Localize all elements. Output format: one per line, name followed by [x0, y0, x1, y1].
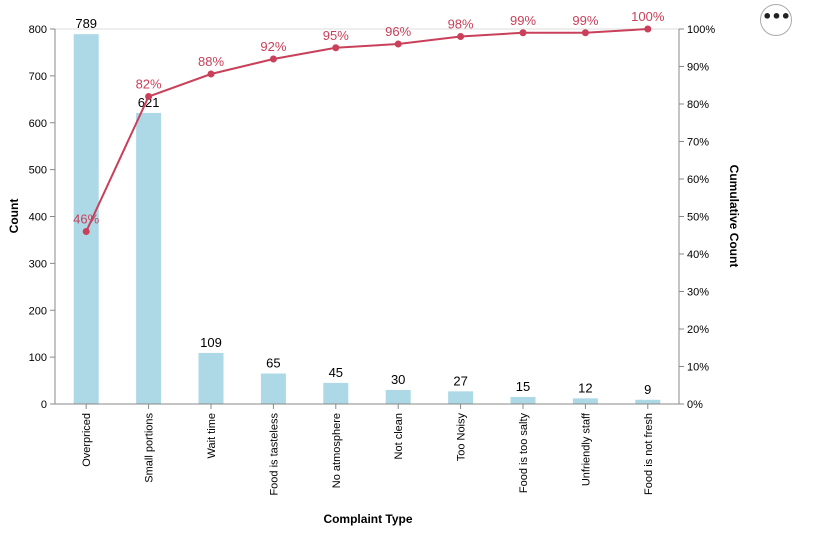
- x-tick-label-2: Wait time: [206, 413, 218, 458]
- y-tick-label-0: 0: [41, 399, 47, 411]
- x-tick-label-7: Food is too salty: [518, 413, 530, 494]
- bar-5: [385, 389, 411, 404]
- x-tick-label-0: Overpriced: [81, 413, 93, 467]
- bar-label-7: 15: [516, 379, 530, 394]
- y-tick-label-6: 600: [29, 118, 47, 130]
- cumulative-label-3: 92%: [260, 39, 286, 54]
- bar-9: [635, 399, 661, 404]
- y2-tick-label-8: 80%: [687, 99, 709, 111]
- y2-tick-label-7: 70%: [687, 137, 709, 149]
- more-horizontal-icon: •••: [762, 7, 791, 26]
- cumulative-label-8: 99%: [572, 13, 598, 28]
- cumulative-label-6: 98%: [448, 17, 474, 32]
- x-axis-title: Complaint Type: [323, 512, 412, 526]
- x-tick-label-3: Food is tasteless: [268, 413, 280, 496]
- cumulative-point-9: [644, 25, 652, 33]
- cumulative-point-0: [82, 228, 90, 235]
- bar-2: [198, 352, 224, 404]
- y-tick-label-8: 800: [29, 24, 47, 36]
- y2-axis-title: Cumulative Count: [727, 165, 741, 268]
- cumulative-label-9: 100%: [631, 9, 665, 24]
- cumulative-label-0: 46%: [73, 212, 99, 227]
- bar-label-5: 30: [391, 372, 405, 387]
- y-tick-label-5: 500: [29, 165, 47, 177]
- y2-tick-label-4: 40%: [687, 249, 709, 261]
- cumulative-point-6: [457, 33, 465, 40]
- y2-tick-label-2: 20%: [687, 324, 709, 336]
- y-axis-left: 0 100 200 300 400 500 600 700 800: [29, 24, 56, 411]
- y-tick-label-2: 200: [29, 305, 47, 317]
- y2-tick-label-9: 90%: [687, 62, 709, 74]
- cumulative-point-2: [207, 70, 215, 78]
- y-tick-label-3: 300: [29, 258, 47, 270]
- cumulative-point-4: [332, 44, 340, 52]
- bars: [73, 34, 661, 404]
- cumulative-label-2: 88%: [198, 54, 224, 69]
- x-tick-label-9: Food is not fresh: [643, 413, 655, 495]
- bar-0: [73, 34, 99, 404]
- y-tick-label-4: 400: [29, 212, 47, 224]
- cumulative-point-5: [394, 40, 402, 48]
- cumulative-label-7: 99%: [510, 13, 536, 28]
- bar-6: [448, 391, 474, 404]
- y2-tick-label-6: 60%: [687, 174, 709, 186]
- bar-3: [260, 373, 286, 404]
- bar-7: [510, 396, 536, 404]
- bar-label-4: 45: [329, 365, 343, 380]
- cumulative-point-3: [269, 55, 277, 63]
- x-tick-label-6: Too Noisy: [456, 413, 468, 462]
- bar-label-3: 65: [266, 356, 280, 371]
- x-tick-label-4: No atmosphere: [331, 413, 343, 488]
- bar-4: [323, 382, 349, 404]
- y2-tick-label-1: 10%: [687, 362, 709, 374]
- y-tick-label-1: 100: [29, 352, 47, 364]
- bar-label-9: 9: [644, 382, 651, 397]
- x-tick-label-5: Not clean: [393, 413, 405, 459]
- bar-label-0: 789: [75, 16, 97, 31]
- y-axis-title: Count: [7, 199, 21, 234]
- y2-tick-label-5: 50%: [687, 212, 709, 224]
- y-axis-right: 0% 10% 20% 30% 40% 50% 60% 70% 80% 90% 100%: [678, 24, 715, 411]
- cumulative-line: 46% 82% 88% 92% 95% 96% 98% 99% 99% 100%: [73, 9, 665, 235]
- cumulative-label-1: 82%: [136, 77, 162, 92]
- bar-1: [136, 112, 162, 404]
- cumulative-label-4: 95%: [323, 28, 349, 43]
- bar-label-2: 109: [200, 335, 222, 350]
- cumulative-label-5: 96%: [385, 24, 411, 39]
- y2-tick-label-10: 100%: [687, 24, 715, 36]
- y2-tick-label-0: 0%: [687, 399, 703, 411]
- x-axis: Overpriced Small portions Wait time Food is…: [55, 403, 679, 496]
- y2-tick-label-3: 30%: [687, 287, 709, 299]
- cumulative-point-1: [145, 93, 153, 100]
- cumulative-point-7: [519, 29, 527, 37]
- cumulative-point-8: [581, 29, 589, 37]
- x-tick-label-8: Unfriendly staff: [580, 412, 592, 486]
- y-tick-label-7: 700: [29, 71, 47, 83]
- cumulative-line-path: [85, 28, 648, 232]
- bar-8: [572, 398, 598, 404]
- bar-label-8: 12: [578, 380, 592, 395]
- more-options-button[interactable]: •••: [760, 4, 792, 36]
- bar-label-6: 27: [453, 373, 467, 388]
- x-tick-label-1: Small portions: [144, 413, 156, 483]
